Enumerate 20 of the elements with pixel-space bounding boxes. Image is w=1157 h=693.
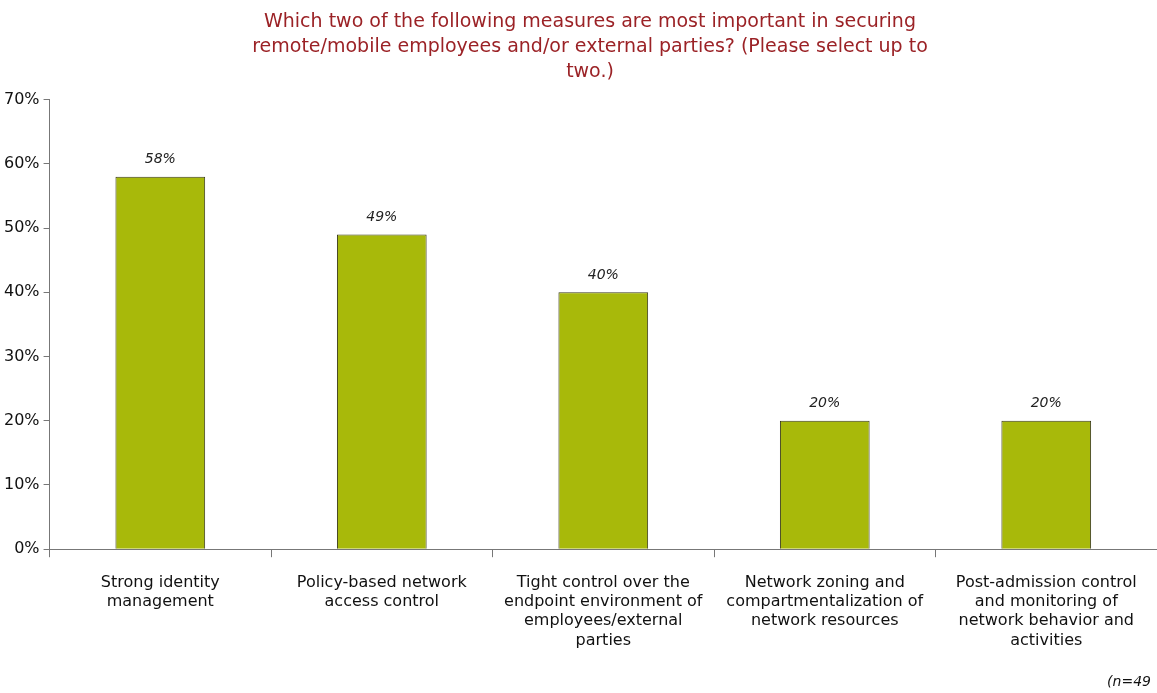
- x-tick-label: Post-admission control and monitoring of network behavior and activities: [955, 571, 1137, 649]
- y-tick-label: 20%: [4, 409, 40, 429]
- data-label: 20%: [809, 394, 841, 411]
- y-tick-label: 30%: [4, 345, 40, 365]
- data-label: 40%: [587, 265, 619, 282]
- y-tick-label: 60%: [4, 152, 40, 172]
- chart-title: Which two of the following measures are most important in securing remote/mobile employees and/or external parties? (Please select up to two.): [251, 8, 929, 83]
- y-tick-label: 50%: [4, 217, 40, 237]
- x-tick-label: Strong identity management: [100, 571, 220, 611]
- y-tick-label: 40%: [4, 281, 40, 301]
- x-tick-label: Network zoning and compartmentalization of network resources: [726, 571, 924, 630]
- data-label: 49%: [366, 208, 398, 225]
- y-tick-label: 10%: [4, 474, 40, 494]
- x-tick-label: Tight control over the endpoint environment of employees/external parties: [504, 571, 703, 649]
- y-tick-label: 70%: [4, 88, 40, 108]
- data-label: 58%: [144, 150, 176, 167]
- y-tick-label: 0%: [14, 538, 40, 558]
- text: (n=49: [1107, 673, 1151, 689]
- x-tick-label: Policy-based network access control: [296, 571, 468, 611]
- data-label: 20%: [1030, 394, 1062, 411]
